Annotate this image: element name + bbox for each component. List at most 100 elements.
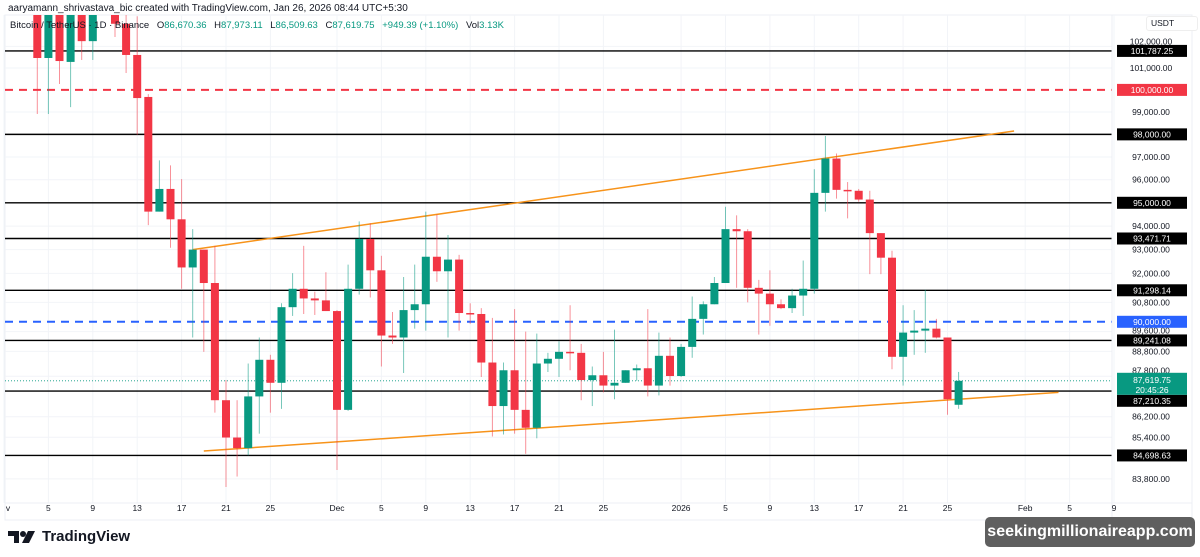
candle-body xyxy=(33,15,42,58)
candle-body xyxy=(444,259,452,272)
time-tick-label: 13 xyxy=(465,503,475,513)
time-tick-label: 25 xyxy=(599,503,609,513)
price-tick-label: 94,000.00 xyxy=(1132,221,1170,231)
candle-body xyxy=(810,192,819,289)
candle-body xyxy=(477,313,486,363)
candle-body xyxy=(610,382,619,386)
candle-body xyxy=(688,318,697,347)
price-tick-label: 102,000.00 xyxy=(1130,36,1173,46)
candle-body xyxy=(888,257,896,357)
close-value: 87,619.75 xyxy=(332,20,375,31)
price-tick-label: 101,000.00 xyxy=(1130,63,1173,73)
level-badge xyxy=(1117,196,1187,209)
candle-body xyxy=(122,23,131,55)
time-tick-label: 17 xyxy=(854,503,864,513)
candle-body xyxy=(455,259,464,314)
low-label: L xyxy=(270,20,276,31)
candle-body xyxy=(255,359,264,397)
candle-body xyxy=(222,400,230,438)
level-badge-label: 101,787.25 xyxy=(1131,46,1174,56)
bar-countdown-label: 20:45:26 xyxy=(1135,385,1168,395)
candle-body xyxy=(865,199,874,234)
candle-body xyxy=(488,362,497,407)
candle-body xyxy=(244,396,253,449)
time-tick-label: 21 xyxy=(221,503,231,513)
price-tick-label: 89,600.00 xyxy=(1132,326,1170,336)
time-tick-label: Dec xyxy=(329,503,345,513)
time-tick-label: 25 xyxy=(266,503,276,513)
candle-body xyxy=(621,370,630,383)
candle-body xyxy=(854,190,863,200)
candle-body xyxy=(599,375,608,386)
candle-body xyxy=(788,295,797,309)
price-tick-label: 86,200.00 xyxy=(1132,412,1170,422)
candle-body xyxy=(843,189,852,192)
candle-body xyxy=(899,332,908,357)
candle-body xyxy=(188,249,197,268)
candle-body xyxy=(266,359,275,383)
candle-body xyxy=(432,256,441,272)
candle-body xyxy=(321,300,330,312)
price-tick-label: 93,000.00 xyxy=(1132,245,1170,255)
level-badge-label: 98,000.00 xyxy=(1133,129,1171,139)
candle-body xyxy=(588,375,597,381)
time-axis[interactable]: v 5 9 13 17 21 25 Dec 5 9 13 17 21 25 2026 5 9 13 17 21 25 Fe… xyxy=(6,503,1117,513)
candle-body xyxy=(466,313,475,315)
open-value: 86,670.36 xyxy=(164,20,207,31)
candle-body xyxy=(832,158,841,190)
open-label: O xyxy=(156,20,165,31)
candle-body xyxy=(732,229,741,232)
trendline xyxy=(203,391,1059,452)
candle-body xyxy=(399,310,408,338)
candle-body xyxy=(777,304,785,309)
candle-body xyxy=(666,355,674,377)
tradingview-logo[interactable]: TradingView xyxy=(8,528,130,545)
level-badge-label: 100,000.00 xyxy=(1131,85,1174,95)
high-label: H xyxy=(214,20,222,31)
symbol-name[interactable]: Bitcoin / TetherUS · 1D · Binance xyxy=(10,20,150,31)
candle-body xyxy=(677,346,686,377)
candle-body xyxy=(421,256,430,305)
price-tick-label: 99,000.00 xyxy=(1132,107,1170,117)
price-tick-label: 85,400.00 xyxy=(1132,432,1170,442)
trendline xyxy=(192,130,1015,251)
level-badge xyxy=(1117,232,1187,245)
candle-body xyxy=(288,288,297,308)
candle-body xyxy=(55,15,64,62)
candle-body xyxy=(355,239,364,289)
level-badge xyxy=(1117,334,1187,347)
level-badge-label: 91,298.14 xyxy=(1133,285,1171,295)
candle-body xyxy=(821,158,830,193)
level-badge-label: 87,210.35 xyxy=(1133,396,1171,406)
price-tick-label: 87,800.00 xyxy=(1132,365,1170,375)
currency-unit-button[interactable]: USDT xyxy=(1146,16,1198,31)
time-tick-label: 5 xyxy=(723,503,728,513)
volume-label: Vol xyxy=(465,20,480,31)
candle-body xyxy=(344,288,353,410)
candle-body xyxy=(643,368,652,386)
candle-body xyxy=(177,219,186,268)
close-label: C xyxy=(325,20,333,31)
level-badge xyxy=(1117,83,1187,96)
price-tick-label: 88,800.00 xyxy=(1132,346,1170,356)
candle-body xyxy=(333,311,341,410)
candle-body xyxy=(654,355,663,386)
candle-body xyxy=(721,229,730,284)
candle-body xyxy=(44,15,53,58)
candle-body xyxy=(532,363,541,428)
time-tick-label: 9 xyxy=(90,503,95,513)
level-badge-label: 90,000.00 xyxy=(1133,317,1171,327)
candle-body xyxy=(954,380,963,405)
candle-body xyxy=(144,96,153,212)
price-axis[interactable]: 102,000.00 101,000.00 99,000.00 97,000.00 96… xyxy=(1117,36,1187,484)
time-tick-label: 5 xyxy=(379,503,384,513)
candle-body xyxy=(876,233,885,258)
candle-body xyxy=(88,15,97,42)
watermark: seekingmillionaireapp.com xyxy=(985,517,1195,547)
time-tick-label: 25 xyxy=(943,503,953,513)
plot-area xyxy=(5,15,1112,488)
level-badge-label: 93,471.71 xyxy=(1133,233,1171,243)
candle-body xyxy=(799,288,808,296)
level-badge xyxy=(1117,449,1187,462)
